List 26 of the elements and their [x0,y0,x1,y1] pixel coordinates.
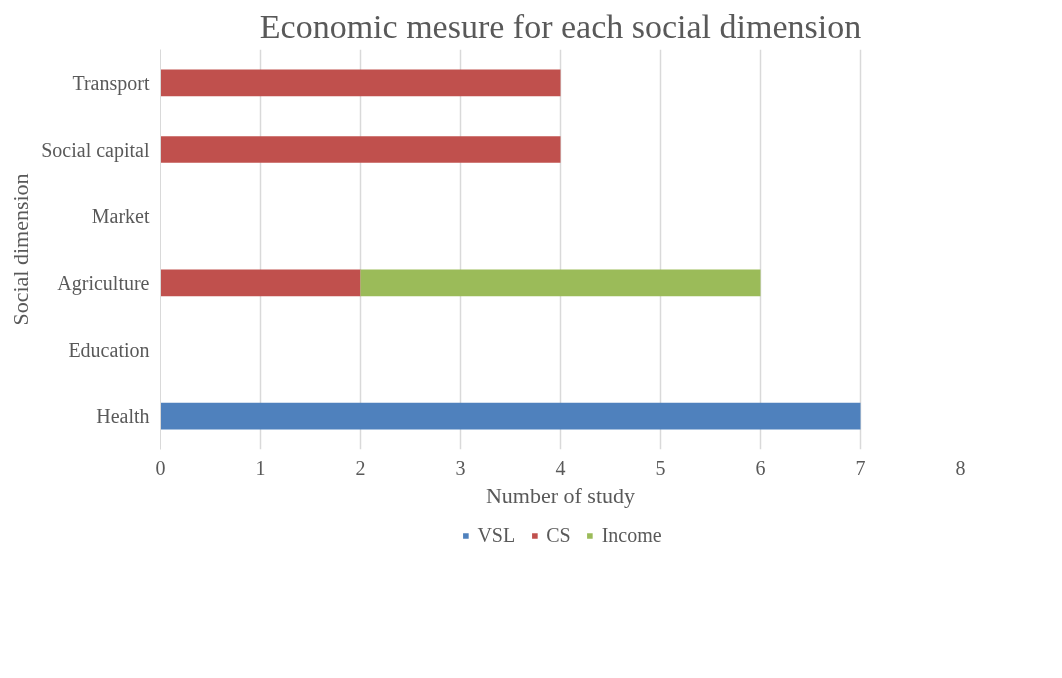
y-tick-label: Social capital [41,138,150,162]
y-tick-label: Transport [72,71,150,95]
chart-title: Economic mesure for each social dimension [259,7,862,45]
x-tick-label: 5 [655,456,666,479]
x-tick-label: 1 [255,456,266,479]
x-tick-label: 7 [855,456,866,479]
bar [360,269,761,297]
legend-label: Income [601,523,662,547]
bar [160,269,361,297]
x-tick-label: 4 [555,456,566,479]
x-tick-label: 6 [755,456,766,479]
y-tick-label: Market [91,205,150,228]
y-tick-label: Education [68,338,150,361]
legend-label: VSL [477,523,516,547]
y-tick-label: Agriculture [57,271,150,295]
x-tick-label: 3 [455,456,466,479]
legend-label: CS [546,523,571,547]
x-tick-label: 8 [955,456,966,479]
bar [160,69,561,97]
y-axis-title: Social dimension [8,173,34,326]
x-axis-title: Number of study [485,482,636,508]
bar [160,402,861,430]
x-tick-label: 0 [155,456,166,479]
x-tick-label: 2 [355,456,366,479]
y-tick-label: Health [96,405,150,428]
bar [160,136,561,163]
